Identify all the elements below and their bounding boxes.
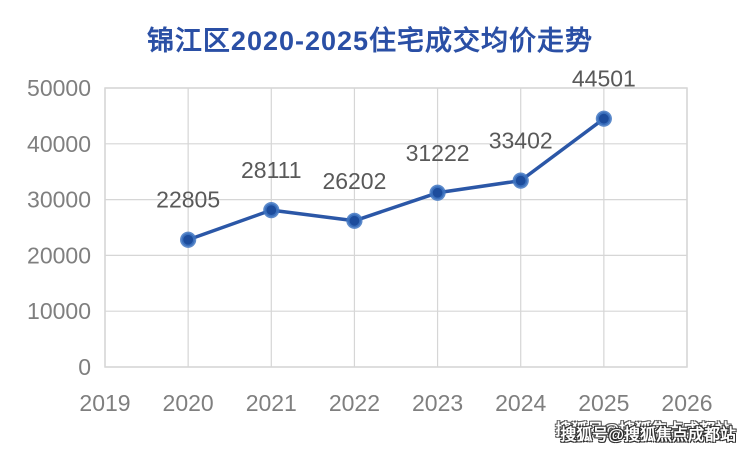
- data-point-label: 44501: [572, 66, 636, 92]
- data-point-marker: [512, 172, 529, 189]
- watermark-ghost-text: 搜狐号@搜狐焦点成都站: [555, 422, 731, 439]
- x-axis-tick-label: 2020: [163, 390, 214, 416]
- y-axis-tick-label: 40000: [27, 131, 91, 157]
- data-point-label: 26202: [322, 168, 386, 194]
- x-axis-tick-label: 2021: [246, 390, 297, 416]
- data-point-marker: [180, 231, 197, 248]
- plot-area-border: [104, 87, 688, 368]
- x-axis-tick-label: 2024: [495, 390, 546, 416]
- data-point-label: 22805: [156, 187, 220, 213]
- x-axis-tick-label: 2022: [329, 390, 380, 416]
- data-point-label: 28111: [241, 157, 302, 183]
- data-point-label: 33402: [489, 128, 553, 154]
- data-point-marker: [263, 202, 280, 219]
- chart-title: 锦江区2020-2025住宅成交均价走势: [146, 26, 594, 56]
- y-axis-tick-label: 20000: [27, 242, 91, 268]
- watermark: 搜狐号@搜狐焦点成都站 搜狐号@搜狐焦点成都站: [548, 420, 738, 446]
- y-axis-tick-label: 30000: [27, 187, 91, 213]
- y-axis-tick-label: 0: [78, 354, 91, 380]
- data-point-marker: [346, 212, 363, 229]
- watermark-text: 搜狐号@搜狐焦点成都站: [560, 427, 736, 444]
- x-axis-tick-label: 2019: [79, 390, 130, 416]
- data-point-label: 31222: [406, 140, 470, 166]
- data-point-marker: [429, 184, 446, 201]
- trend-line: [186, 116, 606, 242]
- x-axis-tick-label: 2025: [578, 390, 629, 416]
- x-axis-tick-label: 2026: [661, 390, 712, 416]
- y-axis-tick-label: 50000: [27, 75, 91, 101]
- data-point-marker: [595, 110, 612, 127]
- y-axis-tick-label: 10000: [27, 298, 91, 324]
- x-axis-tick-label: 2023: [412, 390, 463, 416]
